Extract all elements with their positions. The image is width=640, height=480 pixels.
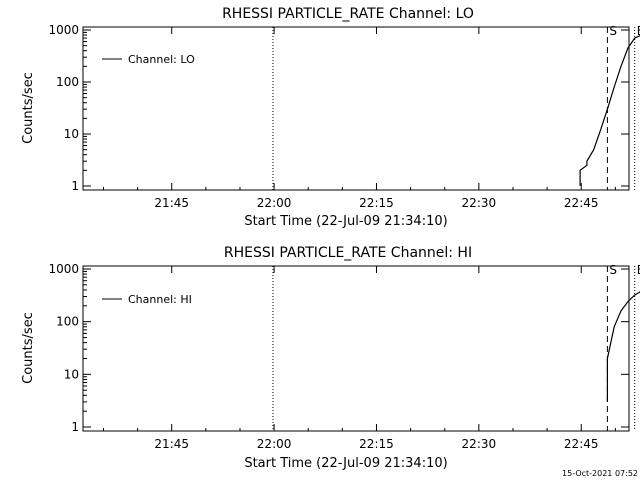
event-marker-label: S: [609, 263, 617, 277]
event-marker-label: E: [637, 24, 640, 38]
x-tick-label: 22:15: [359, 196, 394, 210]
y-tick-label: 100: [56, 315, 79, 329]
y-tick-label: 1000: [48, 23, 79, 37]
plot-frame-hi: [82, 265, 630, 432]
chart-title-lo: RHESSI PARTICLE_RATE Channel: LO: [222, 6, 474, 22]
legend-label-hi: Channel: HI: [128, 293, 192, 306]
y-tick-label: 1: [71, 420, 79, 434]
x-tick-label: 22:15: [359, 437, 394, 451]
series-lo: [579, 35, 640, 186]
x-tick-label: 22:45: [564, 196, 599, 210]
event-marker-label: S: [609, 24, 617, 38]
event-markers-lo: SE: [272, 24, 640, 190]
x-tick-label: 22:45: [564, 437, 599, 451]
y-axis-label-hi: Counts/sec: [21, 312, 36, 384]
x-tick-label: 22:00: [257, 196, 292, 210]
y-tick-label: 10: [64, 367, 79, 381]
y-axis-label-lo: Counts/sec: [21, 72, 36, 144]
chart-panel-hi: RHESSI PARTICLE_RATE Channel: HI Counts/…: [21, 245, 640, 471]
y-tick-label: 1: [71, 179, 79, 193]
y-tick-label: 100: [56, 75, 79, 89]
y-ticks-lo: 1 10 100 1000: [48, 23, 629, 193]
series-line: [579, 35, 640, 186]
x-tick-label: 22:30: [462, 437, 497, 451]
event-marker-label: E: [637, 263, 640, 277]
timestamp: 15-Oct-2021 07:52: [562, 469, 638, 478]
x-tick-label: 22:00: [257, 437, 292, 451]
x-axis-label-hi: Start Time (22-Jul-09 21:34:10): [244, 456, 447, 471]
series-hi: [606, 291, 640, 402]
chart-panel-lo: RHESSI PARTICLE_RATE Channel: LO Counts/…: [21, 6, 640, 229]
x-tick-label: 22:30: [462, 196, 497, 210]
y-tick-label: 1000: [48, 262, 79, 276]
chart-title-hi: RHESSI PARTICLE_RATE Channel: HI: [224, 245, 472, 261]
x-tick-label: 21:45: [154, 437, 189, 451]
x-tick-label: 21:45: [154, 196, 189, 210]
x-axis-label-lo: Start Time (22-Jul-09 21:34:10): [244, 214, 447, 229]
legend-label-lo: Channel: LO: [128, 53, 195, 66]
plot-frame-lo: [82, 26, 630, 191]
series-line: [606, 291, 640, 402]
event-markers-hi: SE: [272, 263, 640, 431]
y-ticks-hi: 1 10 100 1000: [48, 262, 629, 434]
y-tick-label: 10: [64, 127, 79, 141]
